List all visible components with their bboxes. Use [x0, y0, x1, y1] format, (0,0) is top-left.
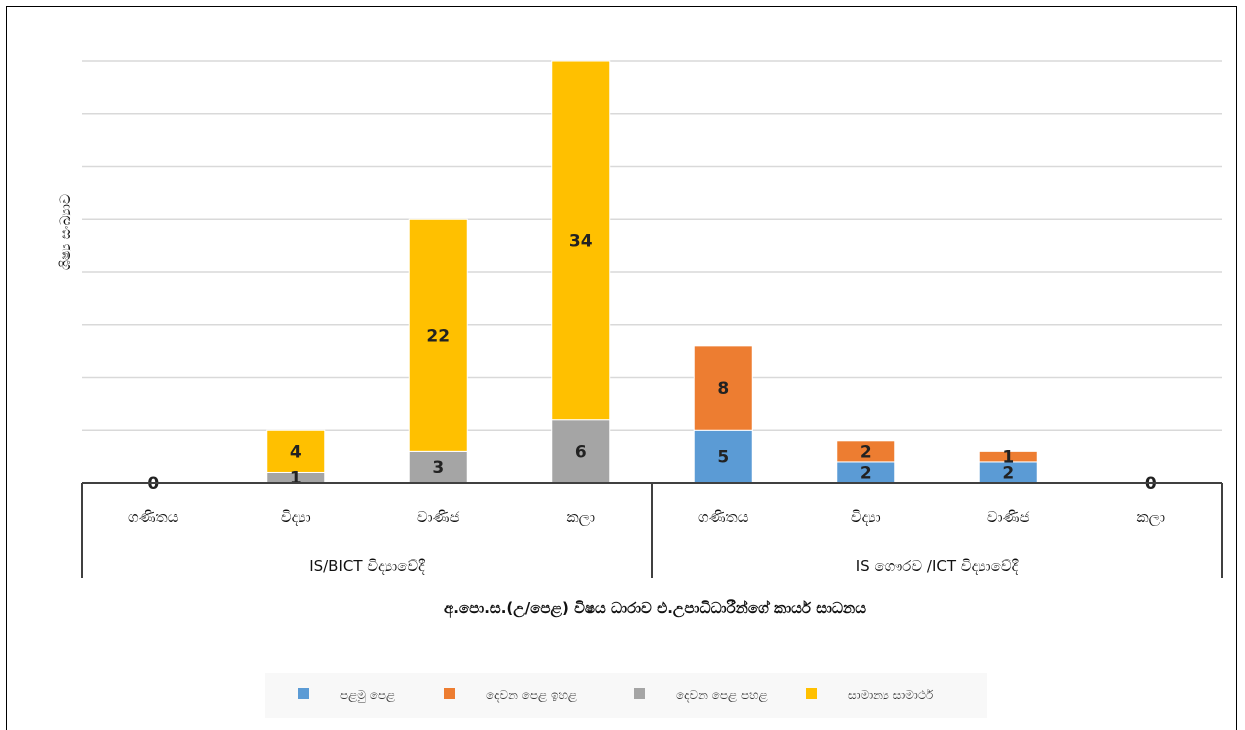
data-label: 34: [569, 231, 593, 251]
legend-label: දෙවන පෙළ ඉහළ: [486, 688, 577, 703]
bar-segment: [978, 450, 1038, 463]
bar-segment: [693, 345, 753, 431]
group-label: IS ගෞරව /ICT විද්‍යාවේදී: [856, 557, 1019, 575]
data-label: 3: [432, 458, 444, 478]
category-tick-label: විද්‍යා: [281, 508, 311, 526]
data-label: 2: [1002, 463, 1014, 483]
category-tick-label: කලා: [566, 508, 595, 526]
group-label: IS/BICT විද්‍යාවේදී: [309, 557, 425, 575]
data-label: 8: [717, 379, 729, 399]
category-tick-label: වාණිජ: [417, 508, 460, 526]
category-tick-label: ගණිතය: [698, 508, 749, 526]
legend-swatch: [444, 688, 455, 699]
legend-swatch: [806, 688, 817, 699]
category-tick-label: කලා: [1136, 508, 1165, 526]
bar-segment: [408, 218, 468, 452]
category-tick-label: විද්‍යා: [851, 508, 881, 526]
data-label: 5: [717, 448, 729, 468]
legend-label: සාමාන්‍ය සාමාර්ථ: [848, 688, 934, 702]
bar-segment: [551, 419, 611, 484]
legend-background: [265, 673, 987, 718]
bar-segment: [408, 450, 468, 484]
legend-swatch: [634, 688, 645, 699]
legend-swatch: [298, 688, 309, 699]
legend-label: දෙවන පෙළ පහළ: [676, 688, 768, 703]
category-tick-label: ගණිතය: [128, 508, 179, 526]
chart-frame: [6, 6, 1237, 730]
data-label: 2: [860, 442, 872, 462]
data-label: 2: [860, 463, 872, 483]
x-axis-title: අ.පො.ස.(උ/පෙළ) විෂය ධාරාව එ.උපාධිධාරීන්ග…: [444, 599, 866, 618]
data-label: 6: [575, 442, 587, 462]
legend-label: පළමු පෙළ: [340, 688, 395, 703]
y-axis-title: ශිෂ්‍ය සංඛ්‍යාව: [58, 194, 74, 270]
data-label: 22: [426, 326, 450, 346]
bar-segment: [266, 429, 326, 473]
data-label: 1: [1002, 448, 1014, 468]
bar-segment: [551, 60, 611, 421]
category-tick-label: වාණිජ: [987, 508, 1030, 526]
bar-segment: [836, 440, 896, 463]
data-label: 1: [290, 469, 302, 489]
data-label: 4: [290, 442, 302, 462]
